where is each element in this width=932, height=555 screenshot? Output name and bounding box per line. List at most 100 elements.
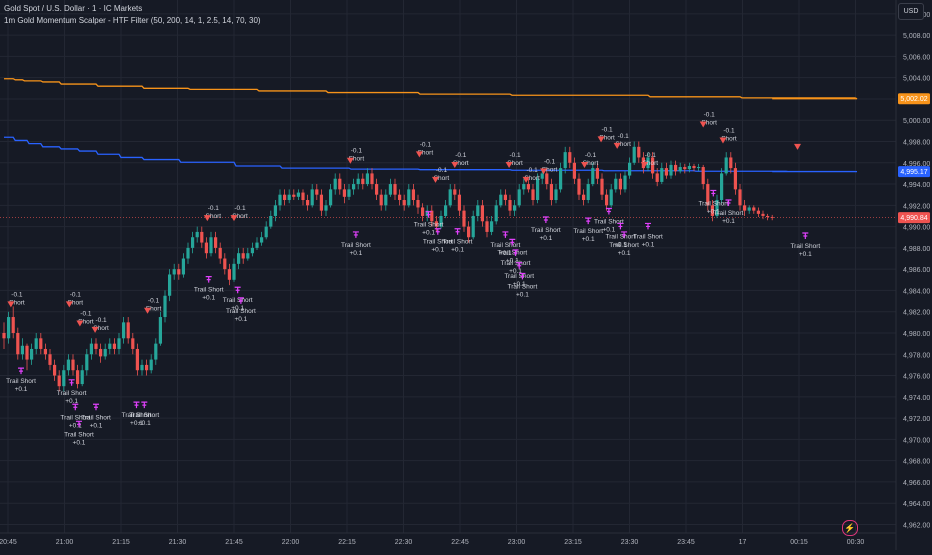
candle-body [439, 215, 443, 227]
candle-body [467, 226, 471, 238]
short-signal-marker [597, 136, 605, 143]
short-signal [794, 143, 801, 150]
candle [444, 200, 448, 219]
candle-body [227, 269, 231, 280]
candle-body [264, 226, 268, 238]
trail-exit-marker [352, 231, 359, 238]
candle-body [186, 247, 190, 259]
candle [614, 173, 618, 193]
trail-exit-label: +0.1 [642, 241, 655, 248]
candle [503, 189, 507, 206]
candle-body [526, 184, 530, 190]
y-tick-label: 4,990.00 [903, 225, 930, 232]
candle [605, 189, 609, 211]
candle-body [218, 247, 222, 259]
candle [209, 231, 213, 257]
indicator-title[interactable]: 1m Gold Momentum Scalper - HTF Filter (5… [4, 16, 261, 25]
candle-body [549, 184, 553, 201]
candle-body [177, 269, 181, 275]
candle [462, 205, 466, 232]
trail-exit: Trail Short+0.1 [223, 286, 253, 312]
candle [260, 231, 264, 246]
candle [158, 311, 162, 346]
candle [701, 164, 705, 190]
candle [517, 184, 521, 208]
short-signal-label: Short [434, 175, 450, 182]
trail-exit-label: Trail Short [57, 390, 87, 397]
candle [678, 162, 682, 174]
candle-body [513, 205, 517, 211]
candle [246, 247, 250, 261]
trail-exit-label: Trail Short [226, 308, 256, 315]
trail-exit-label: +0.1 [15, 386, 28, 393]
trail-exit-marker [205, 276, 212, 283]
short-signal-marker [640, 161, 648, 168]
candle [609, 184, 613, 208]
chart-title: Gold Spot / U.S. Dollar · 1 · IC Markets [4, 4, 143, 13]
trail-exit-label: +0.1 [431, 247, 444, 254]
candle-body [388, 184, 392, 195]
candle [30, 343, 34, 365]
candle-body [471, 215, 475, 238]
trail-exit-marker [237, 297, 244, 304]
y-tick-label: 5,006.00 [903, 54, 930, 61]
candle-body [39, 338, 43, 349]
candle-body [747, 207, 751, 211]
candle-body [135, 348, 139, 371]
x-tick-label: 17 [739, 539, 747, 546]
candle-body [651, 157, 655, 174]
trail-exit-marker [519, 272, 526, 280]
candle [724, 152, 728, 176]
trail-exit: Trail Short+0.1 [60, 403, 90, 429]
lightning-icon[interactable]: ⚡ [842, 520, 858, 536]
candle-body [103, 348, 107, 357]
candle-body [738, 189, 742, 206]
candle [628, 157, 632, 179]
candle [476, 200, 480, 222]
candle-body [250, 247, 254, 254]
y-tick-label: 5,000.00 [903, 118, 930, 125]
candle [393, 178, 397, 201]
candle [149, 354, 153, 374]
candle-body [34, 338, 38, 349]
trail-exit: Trail Short+0.1 [491, 231, 520, 257]
currency-button[interactable]: USD [898, 3, 924, 20]
candle-body [154, 343, 158, 360]
candle-body [706, 184, 710, 206]
trail-exit: Trail Short+0.1 [64, 420, 94, 446]
candle-body [494, 205, 498, 222]
trail-exit-label: +0.1 [73, 439, 86, 446]
candle-body [582, 194, 586, 201]
candle [287, 189, 291, 204]
candle-body [379, 194, 383, 206]
candle-body [683, 167, 687, 170]
x-tick-label: 21:45 [225, 539, 243, 546]
candle-body [733, 168, 737, 190]
candle [163, 290, 167, 323]
trail-exit-label: Trail Short [81, 414, 111, 421]
candle-body [743, 205, 747, 211]
candle [416, 194, 420, 214]
candle [117, 332, 121, 355]
trail-exit-label: +0.1 [422, 230, 435, 237]
y-tick-label: 4,966.00 [903, 480, 930, 487]
trail-exit: Trail Short+0.1 [501, 249, 531, 275]
short-signal-label: -0.1 [526, 167, 538, 174]
candle [618, 173, 622, 195]
trail-exit: Trail Short+0.1 [81, 403, 111, 429]
trail-exit-label: Trail Short [606, 233, 636, 240]
candle-body [687, 165, 691, 170]
candle-body [181, 258, 185, 275]
candle [379, 189, 383, 211]
candle-body [66, 359, 70, 371]
candle [738, 184, 742, 211]
short-signal-label: -0.1 [420, 141, 432, 148]
candle [421, 203, 425, 222]
candle-body [715, 200, 719, 216]
